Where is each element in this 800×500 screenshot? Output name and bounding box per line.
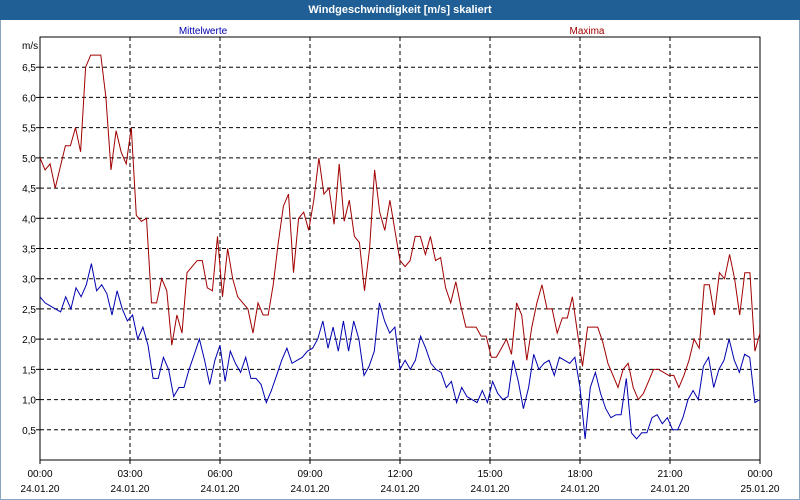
y-tick-label: 2,5 [22, 305, 36, 316]
y-tick-label: 5,5 [22, 124, 36, 135]
y-tick-label: 3,0 [22, 275, 36, 286]
x-tick-date: 24.01.20 [111, 484, 150, 495]
x-tick-time: 03:00 [117, 469, 142, 480]
y-tick-label: 4,0 [22, 214, 36, 225]
x-tick-time: 06:00 [207, 469, 232, 480]
series [39, 54, 761, 440]
x-axis: 00:00 24.01.20 03:00 24.01.20 06:00 24.01.20 0… [21, 460, 780, 495]
x-tick-time: 21:00 [657, 469, 682, 480]
y-tick-label: 0,5 [22, 426, 36, 437]
x-tick-time: 00:00 [27, 469, 52, 480]
x-tick-time: 12:00 [387, 469, 412, 480]
x-tick-time: 00:00 [747, 469, 772, 480]
y-tick-label: 4,5 [22, 184, 36, 195]
y-tick-label: 2,0 [22, 335, 36, 346]
x-tick-date: 24.01.20 [291, 484, 330, 495]
chart-title: Windgeschwindigkeit [m/s] skaliert [0, 0, 800, 20]
series-line-mittelwerte [39, 263, 761, 440]
y-tick-label: 3,5 [22, 245, 36, 256]
x-tick-time: 18:00 [567, 469, 592, 480]
y-axis-label: m/s [22, 41, 38, 52]
legend-series-1: Maxima [569, 26, 604, 37]
y-tick-label: 6,0 [22, 93, 36, 104]
x-tick-date: 24.01.20 [381, 484, 420, 495]
x-tick-date: 24.01.20 [651, 484, 690, 495]
legend-series-0: Mittelwerte [179, 26, 228, 37]
y-tick-label: 1,5 [22, 365, 36, 376]
x-tick-date: 24.01.20 [201, 484, 240, 495]
y-axis: 0,5 1,0 1,5 2,0 2,5 3,0 3,5 4,0 4,5 5,0 5,5 6,0 6,5 [22, 63, 40, 437]
x-tick-time: 09:00 [297, 469, 322, 480]
x-tick-date: 24.01.20 [471, 484, 510, 495]
x-tick-time: 15:00 [477, 469, 502, 480]
y-tick-label: 6,5 [22, 63, 36, 74]
y-tick-label: 1,0 [22, 396, 36, 407]
series-line-maxima [39, 54, 761, 401]
x-tick-date: 25.01.20 [741, 484, 780, 495]
x-tick-date: 24.01.20 [21, 484, 60, 495]
y-tick-label: 5,0 [22, 154, 36, 165]
x-tick-date: 24.01.20 [561, 484, 600, 495]
